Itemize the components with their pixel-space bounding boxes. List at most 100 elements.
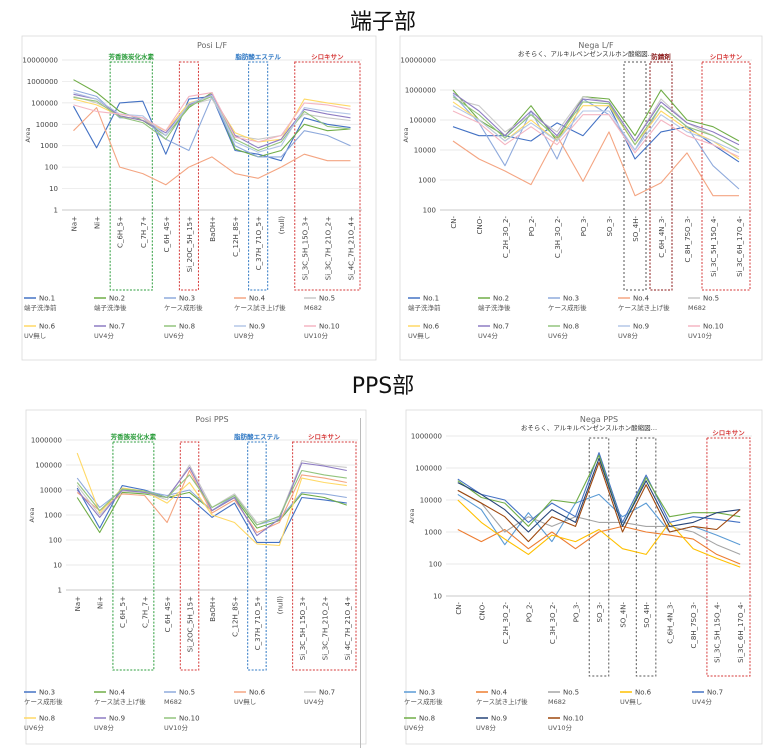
legend-label: No.4	[633, 295, 650, 303]
x-tick-label: BaOH+	[209, 216, 217, 242]
chart-title: Posi PPS	[195, 415, 228, 424]
y-tick-label: 10000	[40, 487, 62, 495]
x-tick-label: C_8H_7SO_3-	[690, 602, 698, 649]
x-tick-label: SO_3-	[596, 602, 604, 623]
x-tick-label: SO_4N-	[620, 602, 628, 628]
legend-label: No.8	[39, 715, 55, 723]
legend-label: No.8	[563, 323, 579, 331]
x-tick-label: C_6H_4N_3-	[667, 602, 675, 644]
annotation-box	[248, 61, 269, 291]
legend-sublabel: UV6分	[404, 723, 424, 732]
x-tick-label: CN-	[455, 602, 463, 615]
x-tick-label: C_12H_8S+	[232, 216, 240, 257]
x-tick-label: Si_3C_5H_15O_4-	[714, 602, 722, 663]
annotation-box	[701, 61, 751, 291]
legend-sublabel: ケース試き上げ後	[234, 303, 286, 312]
x-tick-label: Ni+	[94, 216, 102, 229]
legend-sublabel: 端子洗浄後	[478, 303, 511, 312]
series-line-no6	[457, 499, 741, 568]
legend-sublabel: ケース試き上げ後	[94, 697, 146, 706]
x-tick-label: Si_3C_5H_15O_4-	[710, 216, 718, 277]
legend-label: No.10	[563, 715, 584, 723]
series-line-no1	[452, 105, 740, 163]
series-line-no5	[457, 489, 741, 555]
chart-posi-lf: Posi L/F 1 10 100 1000 10000 100000 1000000 1000…	[0, 34, 380, 364]
legend-sublabel: M682	[688, 304, 706, 312]
chart-subtitle: おそらく、アルキルベンゼンスルホン酸縮図…	[518, 49, 654, 58]
series-line-no4	[457, 525, 741, 565]
x-tick-label: C_8H_7SO_3-	[684, 216, 692, 263]
series-line-no4	[452, 131, 739, 197]
annotation-box	[178, 61, 199, 291]
x-tick-label: CN-	[450, 216, 458, 229]
x-tick-label: C_6H_5+	[117, 216, 125, 248]
series-line-no7	[452, 92, 740, 146]
series-line-no4	[73, 107, 351, 186]
legend-sublabel: ケース成形後	[548, 303, 587, 312]
x-tick-label: C_37H_71O_5+	[255, 216, 263, 270]
y-tick-label: 1	[58, 587, 62, 595]
y-axis-label: Area	[28, 508, 36, 523]
x-tick-label: SO_4H-	[643, 602, 651, 628]
annotation-box	[623, 61, 647, 291]
legend-sublabel: UV8分	[618, 331, 638, 340]
y-axis-label: Area	[408, 509, 416, 524]
x-tick-label: (null)	[278, 216, 286, 234]
annotation-box	[179, 441, 200, 671]
legend-sublabel: UV10分	[688, 331, 712, 340]
legend-label: No.1	[39, 295, 55, 303]
x-tick-label: C_7H_7+	[140, 216, 148, 248]
legend-sublabel: 端子洗浄前	[408, 303, 441, 312]
legend-sublabel: UV4分	[478, 331, 498, 340]
y-tick-label: 100000	[409, 117, 436, 125]
x-tick-label: Ni+	[97, 596, 105, 609]
legend-sublabel: ケース試き上げ後	[476, 697, 528, 706]
y-tick-label: 10	[53, 562, 62, 570]
legend-label: No.5	[563, 689, 579, 697]
legend-label: No.4	[109, 689, 126, 697]
legend-sublabel: UV4分	[94, 331, 114, 340]
series-line-no5	[452, 96, 740, 151]
y-axis-label: Area	[24, 128, 32, 143]
legend-label: No.7	[493, 323, 509, 331]
y-tick-label: 1000000	[31, 437, 62, 445]
legend-sublabel: UV無し	[24, 331, 46, 340]
legend-sublabel: ケース成形後	[24, 697, 63, 706]
y-tick-label: 100000	[35, 462, 62, 470]
series-line-no7	[457, 452, 741, 523]
legend-label: No.5	[179, 689, 195, 697]
legend-sublabel: UV10分	[548, 723, 572, 732]
y-tick-label: 1000000	[411, 433, 442, 441]
x-tick-label: PO_3-	[580, 216, 588, 237]
chart-nega-lf: Nega L/F おそらく、アルキルベンゼンスルホン酸縮図… 100 1000 1000…	[390, 34, 766, 364]
x-tick-label: PO_2-	[525, 602, 533, 623]
y-tick-label: 100000	[415, 465, 442, 473]
series-line-no2	[73, 79, 351, 158]
y-tick-label: 10000	[414, 147, 436, 155]
x-tick-label: SO_4H-	[632, 216, 640, 242]
series-line-no9	[457, 457, 741, 533]
x-tick-label: CNO-	[476, 216, 484, 235]
chart-frame	[21, 35, 377, 361]
y-tick-label: 10000000	[22, 57, 58, 65]
legend-sublabel: UV6分	[548, 331, 568, 340]
y-tick-label: 10	[433, 593, 442, 601]
series-line-no10	[457, 461, 741, 543]
x-tick-label: SO_3-	[606, 216, 614, 237]
legend-label: No.2	[109, 295, 125, 303]
annotation-label: シロキサン	[308, 433, 341, 441]
x-tick-label: C_2H_3O_2-	[502, 216, 510, 259]
posi_pps-svg: Posi PPS 1 10 100 1000 10000 100000 1000000 Area…	[24, 409, 367, 745]
series-line-no8	[76, 452, 347, 547]
x-tick-label: C_2H_3O_2-	[502, 602, 510, 645]
legend-label: No.8	[419, 715, 435, 723]
legend-sublabel: M682	[164, 698, 182, 706]
legend-label: No.4	[249, 295, 266, 303]
legend-label: No.5	[703, 295, 719, 303]
x-tick-label: Si_3C_6H_17O_4-	[737, 602, 745, 663]
annotation-label: シロキサン	[311, 53, 344, 61]
x-tick-label: Si_2OC_5H_15+	[187, 596, 195, 652]
panel-divider	[360, 418, 361, 748]
legend-sublabel: UV10分	[304, 331, 328, 340]
